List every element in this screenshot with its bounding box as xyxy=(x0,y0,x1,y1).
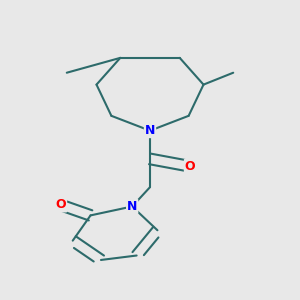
Text: O: O xyxy=(185,160,195,173)
Text: N: N xyxy=(127,200,137,213)
Text: O: O xyxy=(56,199,66,212)
Text: N: N xyxy=(145,124,155,137)
